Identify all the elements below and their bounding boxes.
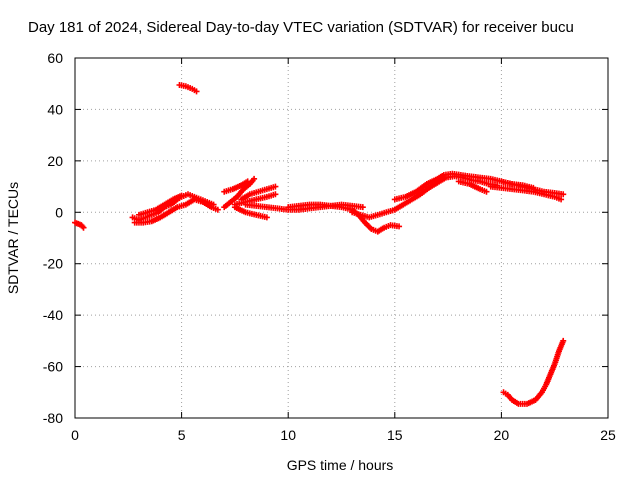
x-tick-label: 20	[494, 427, 510, 443]
y-tick-label: 0	[55, 204, 63, 220]
y-tick-label: -60	[43, 359, 63, 375]
series-seg-r	[500, 337, 567, 407]
x-tick-label: 0	[71, 427, 79, 443]
data-points	[72, 82, 567, 407]
y-axis-label: SDTVAR / TECUs	[5, 182, 21, 294]
chart-title: Day 181 of 2024, Sidereal Day-to-day VTE…	[28, 19, 574, 36]
series-seg-m	[349, 173, 501, 221]
series-seg-g	[221, 178, 251, 195]
y-tick-label: -20	[43, 256, 63, 272]
series-seg-i	[238, 183, 279, 203]
x-tick-label: 15	[387, 427, 403, 443]
x-tick-label: 5	[178, 427, 186, 443]
axis-ticks: 0 5 10 15 20 25 -80 -60 -40 -20 0 20 40 60	[43, 50, 616, 443]
y-tick-label: 20	[47, 153, 63, 169]
series-seg-a	[72, 219, 87, 231]
x-tick-label: 25	[600, 427, 616, 443]
data-point	[558, 196, 565, 203]
data-point	[214, 206, 221, 213]
data-point	[193, 88, 200, 95]
data-point	[272, 183, 279, 190]
data-point	[396, 223, 403, 230]
data-point	[251, 175, 258, 182]
data-point	[178, 192, 185, 199]
y-tick-label: -80	[43, 410, 63, 426]
series-seg-b	[176, 82, 200, 95]
y-tick-label: 40	[47, 101, 63, 117]
grid	[75, 58, 608, 418]
data-point	[560, 191, 567, 198]
data-point	[483, 188, 490, 195]
series-seg-d	[131, 196, 221, 226]
series-seg-j	[231, 204, 270, 221]
plot-frame	[74, 57, 609, 419]
y-tick-label: 60	[47, 50, 63, 66]
x-tick-label: 10	[280, 427, 296, 443]
data-point	[263, 214, 270, 221]
series-seg-l	[285, 201, 366, 211]
data-point	[272, 191, 279, 198]
series-seg-c	[129, 191, 217, 223]
series-seg-o	[455, 178, 490, 195]
data-point	[359, 204, 366, 211]
series-seg-q	[498, 178, 567, 198]
x-axis-label: GPS time / hours	[287, 457, 394, 473]
data-point	[244, 178, 251, 185]
series-seg-e	[135, 192, 185, 218]
data-point	[80, 224, 87, 231]
y-tick-label: -40	[43, 307, 63, 323]
data-point	[560, 337, 567, 344]
